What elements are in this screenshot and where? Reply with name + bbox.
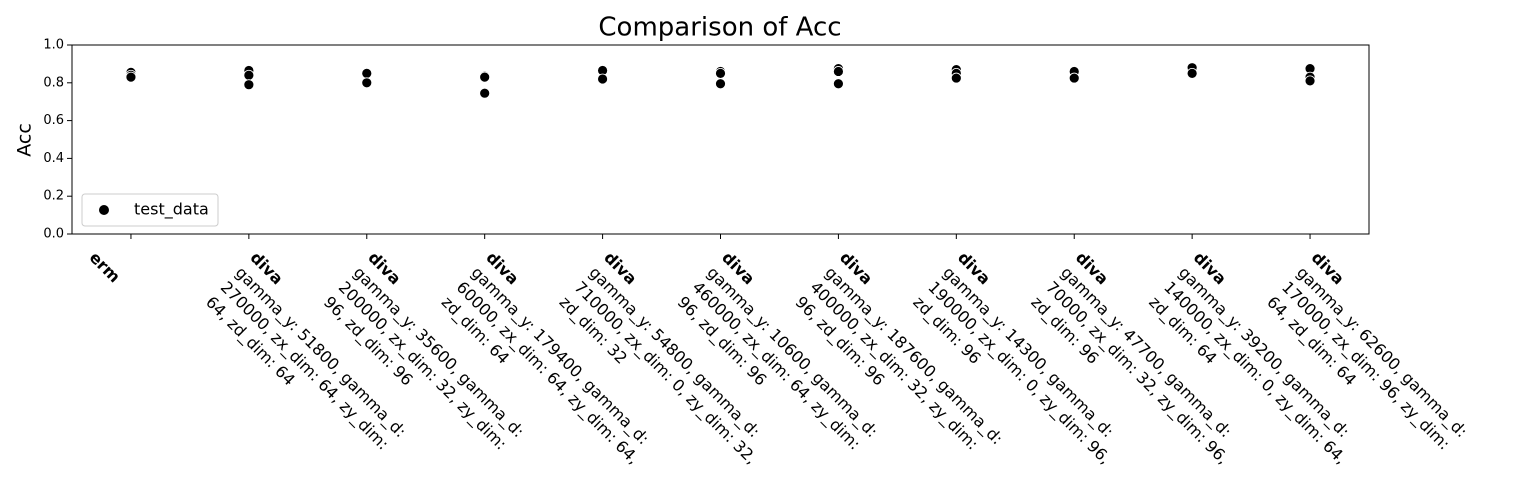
point — [715, 67, 726, 79]
point — [833, 66, 844, 77]
y-tick-label: 0.0 — [43, 227, 64, 242]
point — [361, 77, 373, 89]
point — [479, 87, 491, 99]
point — [715, 78, 726, 90]
legend-label: test_data — [134, 200, 209, 220]
y-tick-label: 0.8 — [43, 75, 64, 90]
y-tick-label: 0.4 — [43, 151, 64, 166]
point — [1068, 72, 1080, 84]
y-axis-label: Acc — [14, 123, 36, 157]
point — [479, 71, 491, 83]
legend-marker — [99, 205, 109, 215]
point — [1186, 67, 1198, 79]
y-tick-label: 1.0 — [43, 38, 64, 53]
point — [950, 72, 962, 84]
point — [243, 69, 255, 81]
point — [597, 73, 608, 85]
y-tick-label: 0.2 — [43, 189, 64, 204]
point — [833, 78, 844, 90]
y-tick-label: 0.6 — [43, 113, 64, 128]
point — [361, 67, 373, 79]
point — [243, 79, 255, 91]
point — [1304, 75, 1316, 87]
legend-box — [81, 193, 219, 227]
chart-title: Comparison of Acc — [598, 13, 841, 43]
point — [125, 71, 137, 83]
